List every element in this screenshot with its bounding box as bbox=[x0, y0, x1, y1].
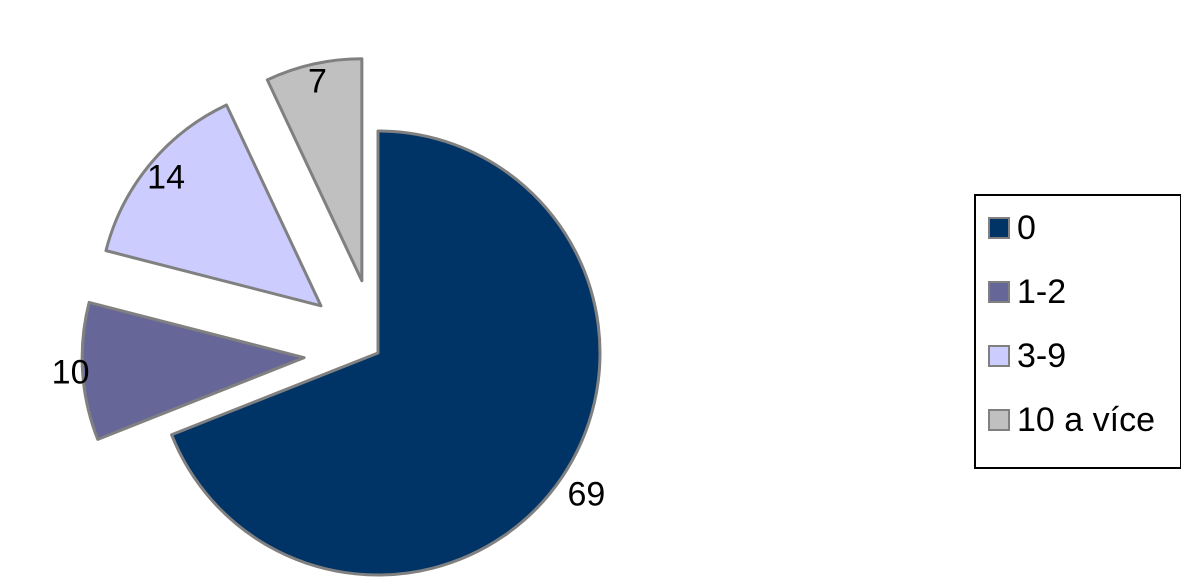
legend-label-1-2: 1-2 bbox=[1017, 273, 1066, 311]
data-label-1-2: 10 bbox=[52, 353, 90, 391]
data-label-10-a-více: 7 bbox=[308, 63, 327, 101]
pie-slice-1-2 bbox=[80, 300, 306, 441]
legend-label-10-a-více: 10 a více bbox=[1017, 401, 1155, 439]
legend-swatch-0 bbox=[988, 217, 1010, 239]
pie-slice-0 bbox=[170, 129, 602, 577]
legend-swatch-1-2 bbox=[988, 281, 1010, 303]
data-label-0: 69 bbox=[567, 476, 605, 514]
legend-swatch-10-a-více bbox=[988, 409, 1010, 431]
pie-slice-3-9 bbox=[104, 103, 323, 308]
pie-slices bbox=[80, 57, 602, 577]
legend-label-0: 0 bbox=[1017, 209, 1036, 247]
pie-data-labels: 69 10 14 7 bbox=[52, 63, 606, 514]
data-label-3-9: 14 bbox=[147, 159, 185, 197]
legend-swatch-3-9 bbox=[988, 345, 1010, 367]
legend: 0 1-2 3-9 10 a více bbox=[974, 194, 1181, 469]
pie-slice-10-a-více bbox=[265, 57, 364, 283]
legend-label-3-9: 3-9 bbox=[1017, 337, 1066, 375]
